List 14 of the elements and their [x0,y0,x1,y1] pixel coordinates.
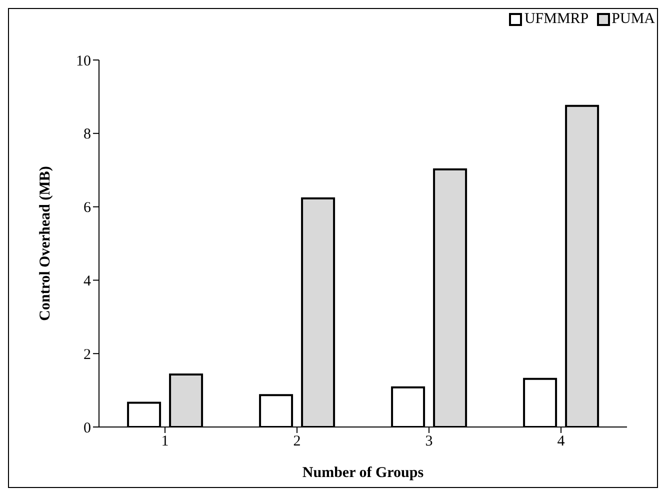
y-tick-label: 8 [84,126,91,143]
y-tick-label: 10 [76,53,91,70]
y-axis-title: Control Overhead (MB) [37,166,54,321]
x-tick-label: 1 [161,434,169,450]
x-axis-title: Number of Groups [302,465,424,481]
legend-label: UFMMRP [524,11,589,28]
y-tick-label: 2 [84,346,91,363]
x-tick-label: 3 [425,434,433,450]
x-tick-label: 2 [293,434,301,450]
y-tick-label: 6 [84,200,92,216]
x-tick-label: 4 [557,434,566,450]
legend-label: PUMA [612,11,655,28]
y-tick-label: 4 [84,274,92,290]
y-tick-label: 0 [84,420,91,436]
